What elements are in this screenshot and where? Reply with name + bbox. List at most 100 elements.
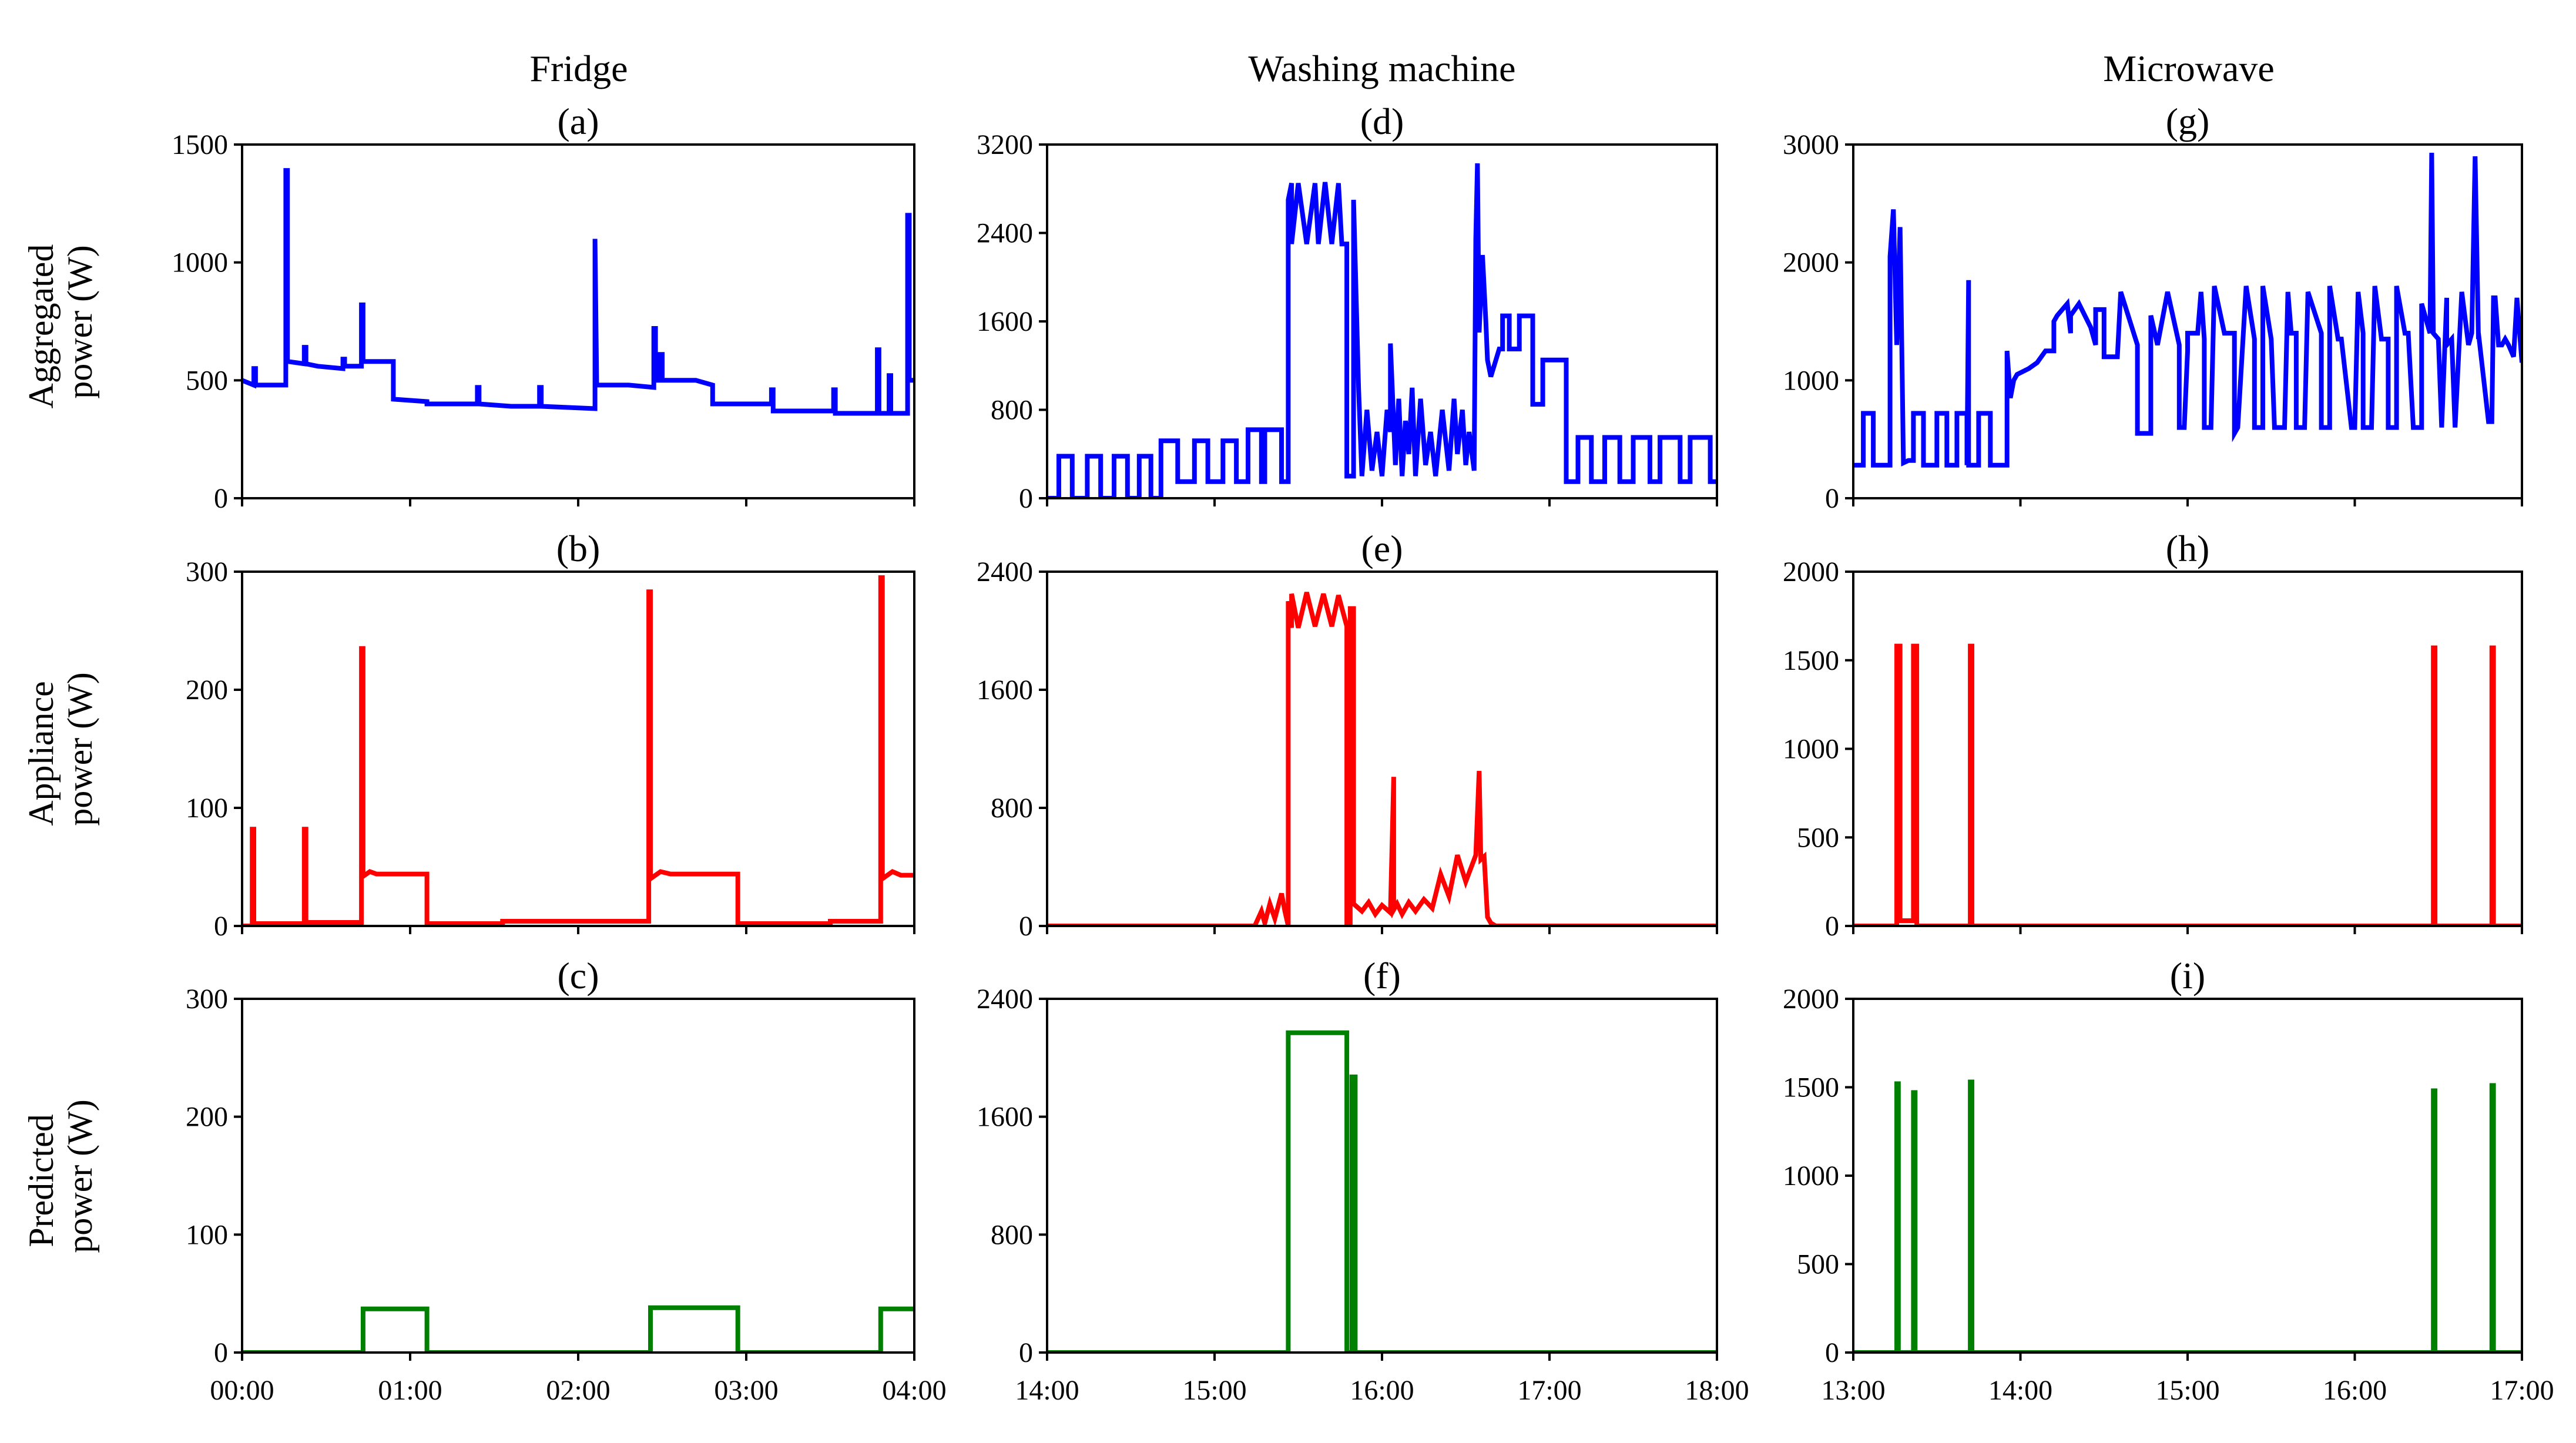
y-tick-label-f-2: 1600	[977, 1102, 1033, 1133]
row-label-predicted-line2: power (W)	[61, 1099, 99, 1253]
y-tick-label-a-0: 0	[214, 483, 228, 514]
panel-e: (e) 0 800 1600 2400	[977, 528, 1718, 942]
panel-label-a: (a)	[557, 100, 599, 142]
row-label-aggregated-line2: power (W)	[61, 245, 99, 399]
y-tick-label-e-3: 2400	[977, 556, 1033, 588]
plot-frame-h	[1852, 571, 2523, 927]
row-label-predicted: Predicted power (W)	[22, 1099, 99, 1253]
y-tick-label-i-1: 500	[1797, 1249, 1839, 1280]
series-line-c	[242, 1305, 914, 1354]
panel-f: (f) 0 800 1600 2400 14:00 15:00 16:00 17:00 18:00	[977, 955, 1749, 1406]
y-tick-label-c-2: 200	[186, 1102, 228, 1133]
x-tick-label-f-3: 17:00	[1517, 1375, 1581, 1406]
panel-i: (i) 0 500 1000 1500 2000 13:00 14:00 15:00 16:00 1…	[1783, 955, 2554, 1406]
x-tick-label-c-2: 02:00	[546, 1375, 610, 1406]
panel-label-d: (d)	[1360, 100, 1404, 142]
plot-frame-a	[241, 143, 915, 499]
y-tick-label-d-0: 0	[1019, 483, 1033, 514]
panel-g: (g) 0 1000 2000 3000	[1783, 100, 2523, 514]
row-label-appliance-line1: Appliance	[22, 681, 61, 826]
x-tick-label-i-1: 14:00	[1988, 1375, 2052, 1406]
x-tick-label-f-0: 14:00	[1015, 1375, 1079, 1406]
row-label-appliance: Appliance power (W)	[22, 672, 99, 826]
column-titles: Fridge Washing machine Microwave	[529, 48, 2274, 89]
y-tick-label-b-0: 0	[214, 911, 228, 942]
y-tick-label-h-2: 1000	[1783, 734, 1839, 765]
y-tick-label-h-1: 500	[1797, 822, 1839, 853]
y-tick-label-c-0: 0	[214, 1337, 228, 1368]
panel-label-g: (g)	[2166, 100, 2210, 142]
panel-b: (b) 0 100 200 300	[186, 528, 915, 942]
x-tick-label-i-2: 15:00	[2155, 1375, 2219, 1406]
y-tick-label-e-2: 1600	[977, 674, 1033, 706]
series-line-i	[1853, 1079, 2522, 1354]
row-label-aggregated: Aggregated power (W)	[22, 236, 99, 409]
y-tick-label-h-4: 2000	[1783, 556, 1839, 588]
y-tick-label-b-1: 100	[186, 793, 228, 824]
row-label-predicted-line1: Predicted	[22, 1114, 61, 1247]
x-tick-label-f-1: 15:00	[1182, 1375, 1246, 1406]
y-tick-label-c-3: 300	[186, 984, 228, 1015]
panel-label-i: (i)	[2170, 955, 2205, 996]
y-tick-label-a-3: 1500	[172, 129, 228, 160]
y-tick-label-c-1: 100	[186, 1219, 228, 1250]
plot-frame-d	[1046, 143, 1718, 499]
y-tick-label-d-1: 800	[991, 395, 1033, 426]
x-tick-label-c-3: 03:00	[714, 1375, 778, 1406]
column-title-washing-machine: Washing machine	[1248, 48, 1515, 89]
plot-frame-f	[1046, 998, 1718, 1354]
plot-frame-e	[1046, 571, 1718, 927]
row-label-appliance-line2: power (W)	[61, 672, 99, 826]
y-tick-label-f-1: 800	[991, 1219, 1033, 1250]
plot-frame-b	[241, 571, 915, 927]
series-line-g	[1853, 152, 2522, 468]
x-tick-label-f-4: 18:00	[1685, 1375, 1749, 1406]
x-tick-label-c-0: 00:00	[210, 1375, 274, 1406]
series-line-a	[242, 168, 914, 416]
x-tick-label-i-3: 16:00	[2323, 1375, 2387, 1406]
series-line-h	[1853, 643, 2522, 927]
y-tick-label-g-1: 1000	[1783, 365, 1839, 396]
x-tick-label-f-2: 16:00	[1350, 1375, 1414, 1406]
y-tick-label-i-0: 0	[1825, 1337, 1839, 1368]
y-tick-label-i-3: 1500	[1783, 1072, 1839, 1103]
x-tick-label-i-4: 17:00	[2490, 1375, 2554, 1406]
plot-frame-i	[1852, 998, 2523, 1354]
y-tick-label-i-2: 1000	[1783, 1160, 1839, 1192]
panel-label-c: (c)	[557, 955, 599, 996]
chart-panels: (a) 0 500 1000 1500 (b) 0 100 200 300 (c) 0 100 200 30…	[172, 100, 2554, 1406]
row-label-aggregated-line1: Aggregated	[22, 244, 61, 409]
x-tick-label-i-0: 13:00	[1821, 1375, 1885, 1406]
y-tick-label-a-1: 500	[186, 365, 228, 396]
y-tick-label-d-4: 3200	[977, 129, 1033, 160]
panel-label-f: (f)	[1363, 955, 1401, 996]
y-tick-label-e-1: 800	[991, 793, 1033, 824]
row-labels: Aggregated power (W) Appliance power (W)…	[22, 236, 99, 1253]
y-tick-label-f-0: 0	[1019, 1337, 1033, 1368]
y-tick-label-f-3: 2400	[977, 984, 1033, 1015]
panel-c: (c) 0 100 200 300 00:00 01:00 02:00 03:00 04:00	[186, 955, 947, 1406]
y-tick-label-g-0: 0	[1825, 483, 1839, 514]
panel-a: (a) 0 500 1000 1500	[172, 100, 915, 514]
series-line-f	[1047, 1030, 1717, 1354]
y-tick-label-b-3: 300	[186, 556, 228, 588]
series-line-e	[1047, 592, 1717, 927]
panel-d: (d) 0 800 1600 2400 3200	[977, 100, 1718, 514]
y-tick-label-i-4: 2000	[1783, 984, 1839, 1015]
y-tick-label-g-2: 2000	[1783, 247, 1839, 278]
column-title-fridge: Fridge	[529, 48, 628, 89]
y-tick-label-e-0: 0	[1019, 911, 1033, 942]
panel-label-b: (b)	[556, 528, 601, 569]
y-tick-label-b-2: 200	[186, 674, 228, 706]
panel-h: (h) 0 500 1000 1500 2000	[1783, 528, 2523, 942]
y-tick-label-h-3: 1500	[1783, 645, 1839, 676]
column-title-microwave: Microwave	[2103, 48, 2274, 89]
series-line-b	[242, 575, 914, 927]
y-tick-label-h-0: 0	[1825, 911, 1839, 942]
y-tick-label-a-2: 1000	[172, 247, 228, 278]
series-line-d	[1047, 163, 1717, 499]
panel-label-h: (h)	[2166, 528, 2210, 569]
x-tick-label-c-1: 01:00	[378, 1375, 442, 1406]
y-tick-label-d-3: 2400	[977, 218, 1033, 249]
